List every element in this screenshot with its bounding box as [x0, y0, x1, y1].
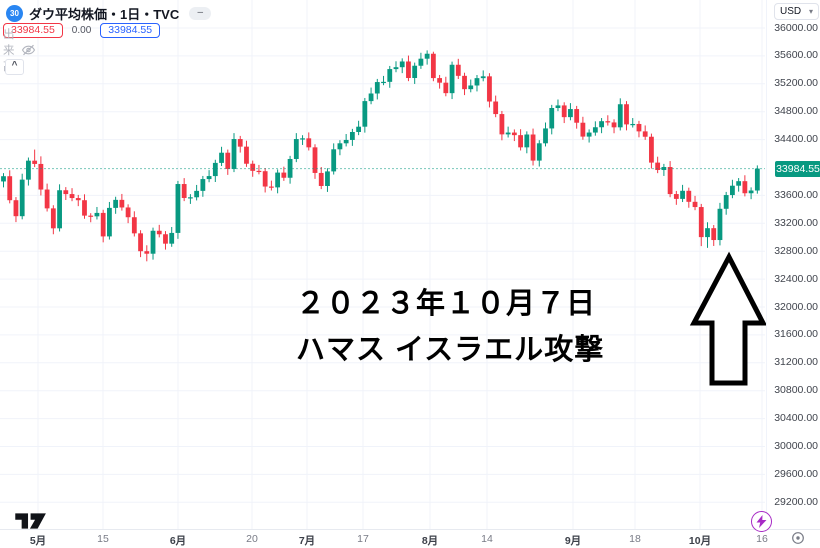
- time-axis-label: 16: [756, 533, 768, 545]
- time-axis-label: 7月: [298, 535, 316, 547]
- price-axis-label: 33600.00: [774, 188, 818, 201]
- chevron-down-icon: ▾: [808, 7, 813, 16]
- time-axis-label: 9月: [564, 535, 582, 547]
- spread-value: 0.00: [71, 25, 92, 36]
- price-axis-label: 32400.00: [774, 272, 818, 285]
- time-axis-label: 10月: [688, 535, 712, 547]
- time-axis-label: 6月: [169, 535, 187, 547]
- symbol-title[interactable]: ダウ平均株価・1日・TVC: [29, 6, 180, 22]
- sell-price-button[interactable]: 33984.55: [3, 23, 63, 38]
- price-axis-label: 30400.00: [774, 412, 818, 425]
- annotation-line2: ハマス イスラエル攻撃: [296, 334, 605, 366]
- symbol-logo-badge: 30: [6, 4, 23, 22]
- buy-price-button[interactable]: 33984.55: [100, 23, 161, 38]
- time-axis[interactable]: 5月 15 6月 20 7月 17 8月 14 9月 18 10月 16: [0, 529, 820, 548]
- lightning-button[interactable]: [751, 511, 772, 532]
- scroll-to-latest-button[interactable]: [791, 531, 805, 545]
- price-axis-label: 35600.00: [774, 49, 818, 62]
- time-axis-label: 18: [629, 533, 641, 545]
- time-axis-label: 20: [246, 533, 258, 545]
- time-axis-label: 14: [481, 533, 493, 545]
- target-icon: [792, 532, 804, 544]
- event-annotation: ２０２３年１０月７日 ハマス イスラエル攻撃: [296, 281, 604, 373]
- last-price-badge: 33984.55: [775, 160, 820, 177]
- currency-label: USD: [780, 6, 802, 17]
- price-axis-label: 34400.00: [774, 133, 818, 146]
- up-arrow-annotation: [689, 251, 768, 386]
- tradingview-logo[interactable]: [14, 512, 51, 530]
- price-axis-label: 31600.00: [774, 328, 818, 341]
- price-axis-label: 30800.00: [774, 384, 818, 397]
- lightning-icon: [756, 515, 767, 528]
- price-axis-label: 33200.00: [774, 216, 818, 229]
- time-axis-label: 17: [357, 533, 369, 545]
- legend-more-button[interactable]: –: [189, 6, 212, 20]
- time-axis-label: 15: [97, 533, 109, 545]
- price-axis-label: 36000.00: [774, 21, 818, 34]
- annotation-line1: ２０２３年１０月７日: [296, 288, 597, 320]
- time-axis-label: 5月: [29, 535, 47, 547]
- currency-selector[interactable]: USD ▾: [774, 3, 819, 20]
- price-axis-label: 31200.00: [774, 356, 818, 369]
- price-axis-label: 30000.00: [774, 440, 818, 452]
- time-axis-label: 8月: [421, 535, 439, 547]
- chart-grid: [0, 0, 765, 529]
- price-axis-label: 34800.00: [774, 105, 818, 118]
- pane-collapse-button[interactable]: ^: [5, 59, 24, 75]
- eye-off-icon[interactable]: [21, 44, 36, 56]
- price-axis-label: 29600.00: [774, 467, 818, 480]
- price-axis-label: 32000.00: [774, 300, 818, 313]
- price-axis-label: 32800.00: [774, 244, 818, 257]
- price-axis-label: 35200.00: [774, 77, 818, 90]
- candles: [1, 50, 760, 262]
- price-axis[interactable]: USD ▾ 36000.00 35600.00 35200.00 34800.00 34…: [766, 0, 820, 529]
- price-axis-label: 29200.00: [774, 495, 818, 508]
